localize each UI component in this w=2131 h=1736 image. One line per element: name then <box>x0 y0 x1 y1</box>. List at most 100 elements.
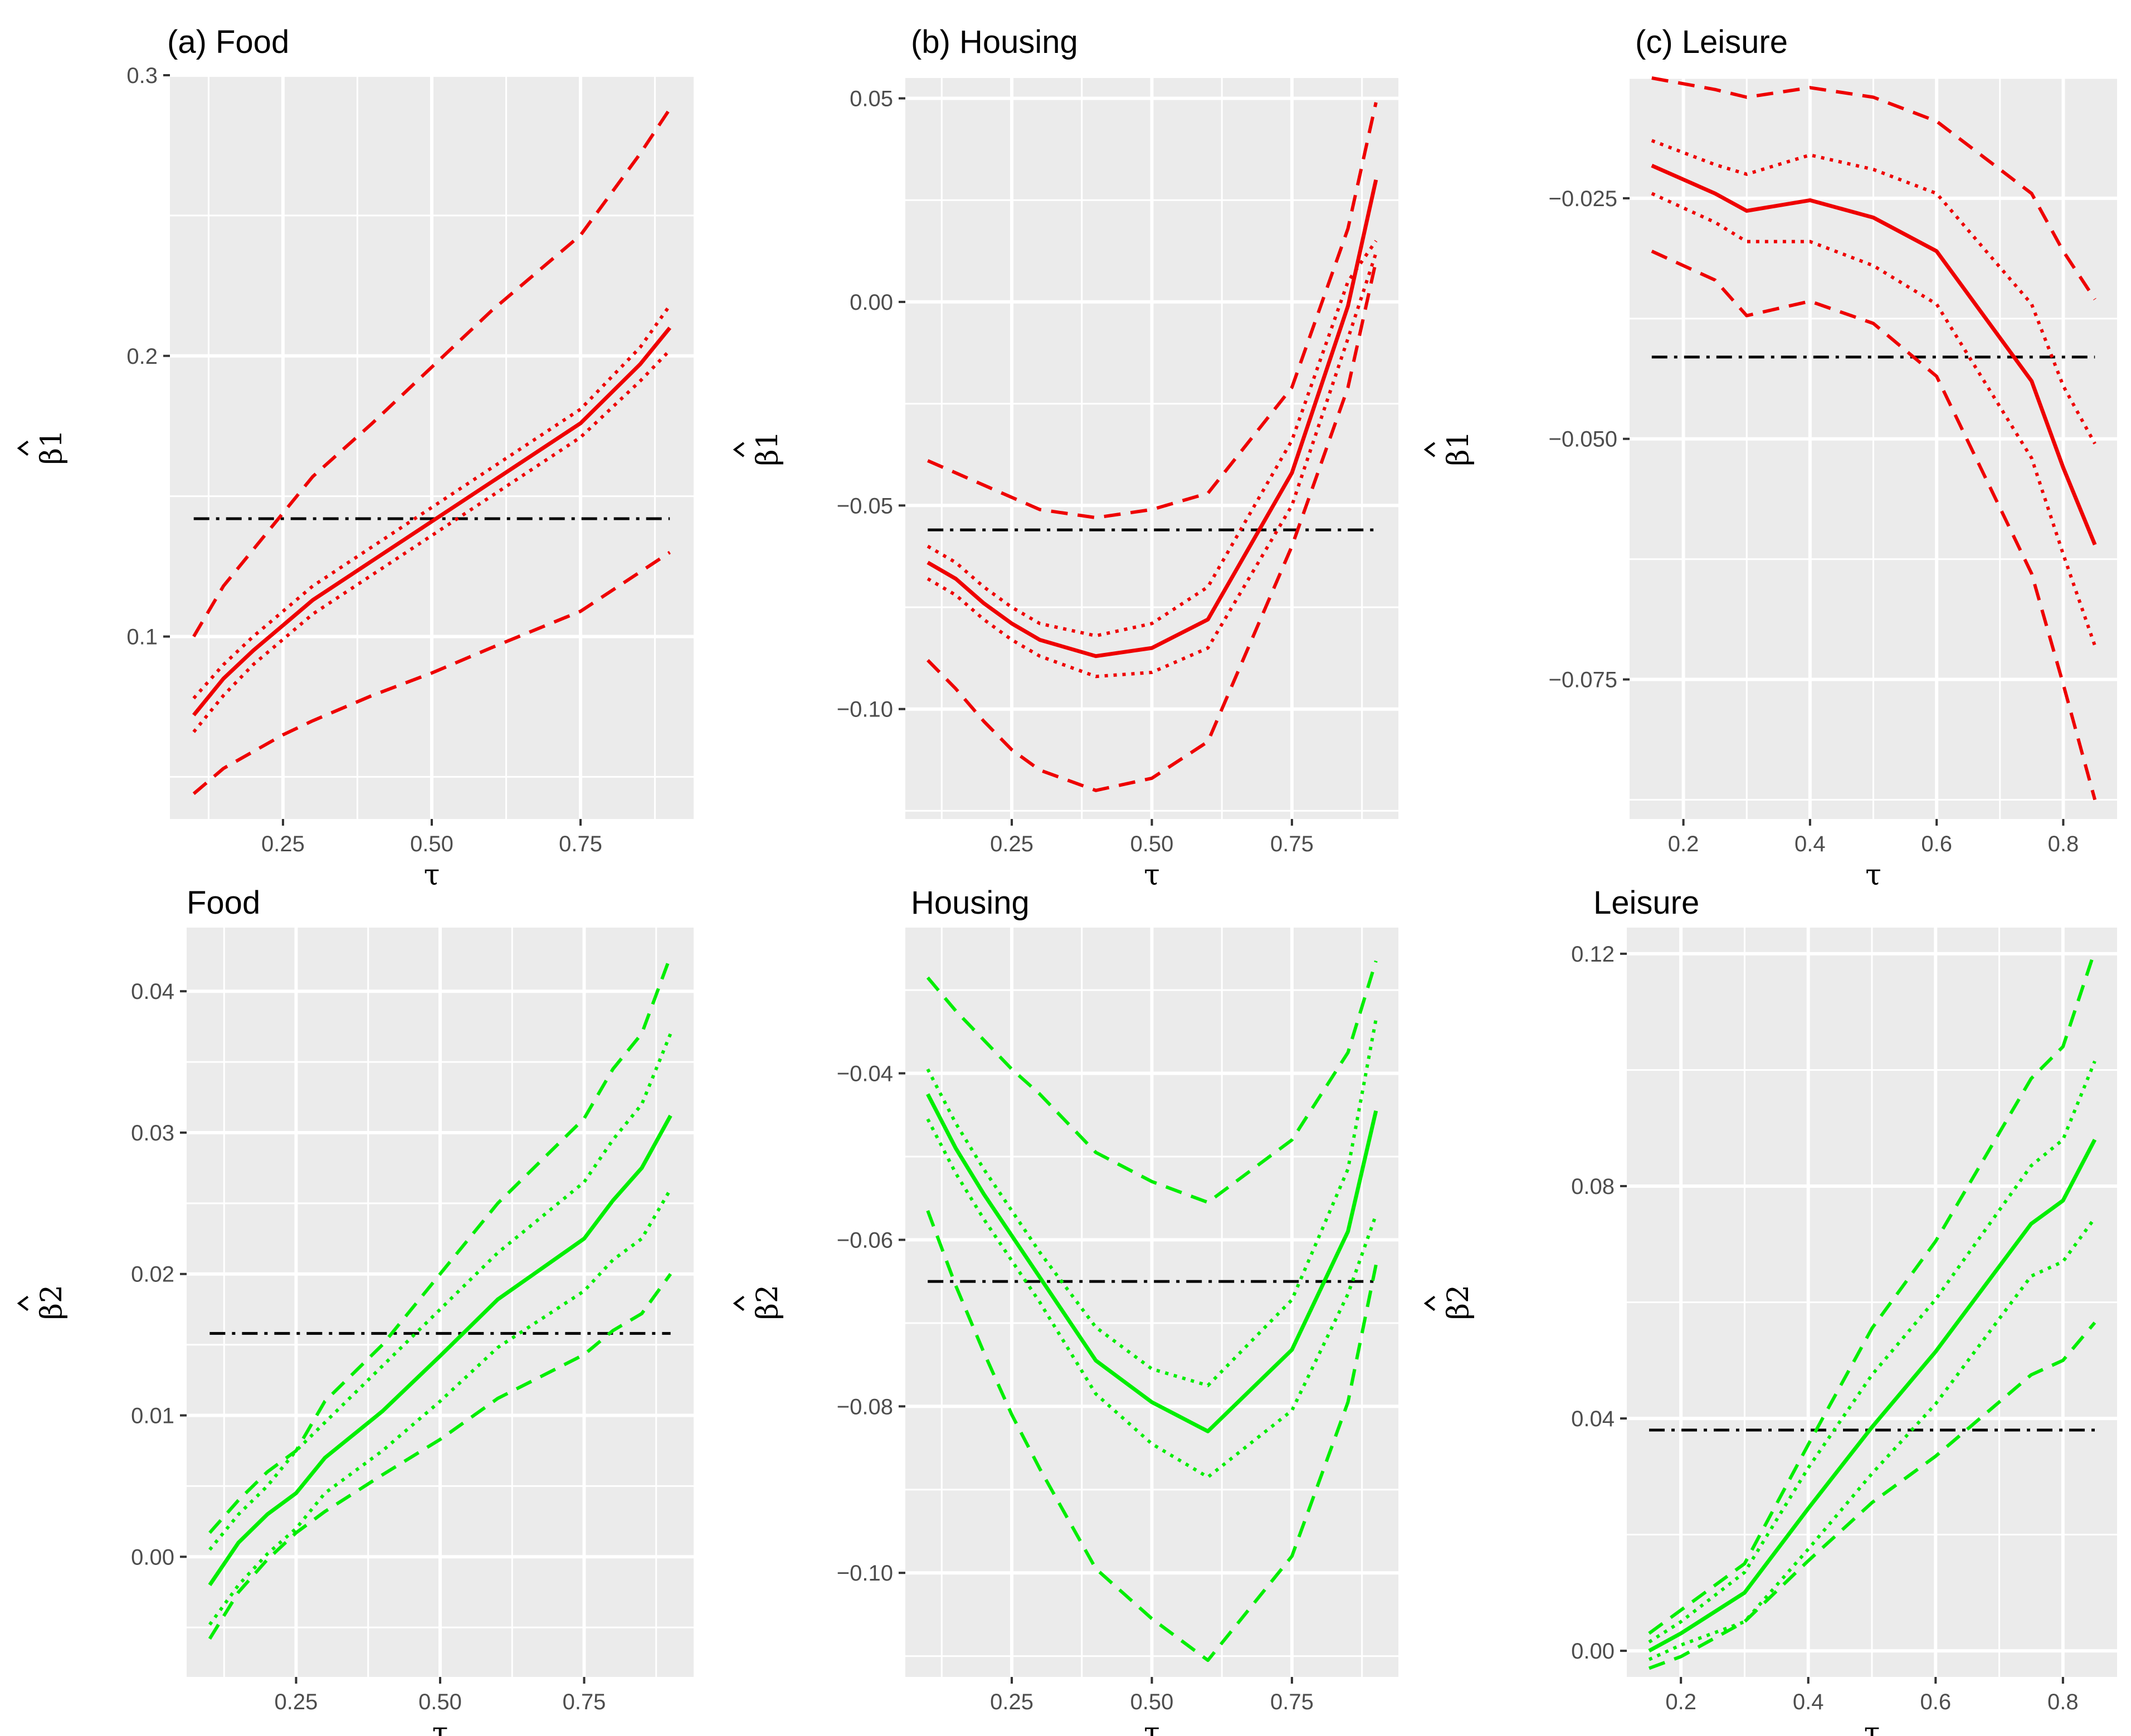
y-tick-label: −0.05 <box>837 494 893 518</box>
y-tick-label: 0.04 <box>1571 1407 1615 1431</box>
series-estimate-line <box>926 179 1378 659</box>
series-upper-68--line <box>1648 1060 2096 1644</box>
hat-accent-icon <box>733 1295 745 1311</box>
x-tick-label: 0.25 <box>261 832 305 856</box>
panel-title: Housing <box>911 885 1030 921</box>
y-axis-label: β2 <box>733 1285 784 1320</box>
x-tick-label: 0.75 <box>559 832 602 856</box>
hat-accent-icon <box>1423 1295 1436 1311</box>
series-upper-95--line <box>1651 76 2096 300</box>
y-tick-label: 0.3 <box>126 64 158 88</box>
series-upper-95--line <box>926 960 1378 1205</box>
panel-title: (b) Housing <box>911 24 1078 60</box>
series-lower-68--line <box>1651 192 2097 647</box>
series-lower-95--line <box>926 1210 1378 1662</box>
y-tick-label: 0.02 <box>131 1262 174 1287</box>
x-tick-label: 0.50 <box>1130 832 1174 856</box>
hat-accent-icon <box>733 442 745 457</box>
x-tick-label: 0.2 <box>1668 832 1699 856</box>
series-lower-95--line <box>926 261 1378 792</box>
hat-accent-icon <box>17 440 29 456</box>
series-lower-68--line <box>208 1188 672 1626</box>
y-axis-label-text: β1 <box>35 430 69 465</box>
panel-title: (a) Food <box>167 24 289 60</box>
x-tick-label: 0.2 <box>1665 1690 1696 1714</box>
y-tick-label: 0.05 <box>850 87 893 111</box>
y-tick-label: 0.03 <box>131 1121 174 1145</box>
x-tick-label: 0.4 <box>1793 1690 1824 1714</box>
panel-6: 0.2 0.4 0.6 0.8 0.00 0.04 0.08 0.12 Leisure τ β2 <box>1423 885 2117 1736</box>
x-tick-label: 0.25 <box>990 1690 1033 1714</box>
y-tick-label: −0.08 <box>837 1394 893 1419</box>
y-tick-label: 0.08 <box>1571 1174 1615 1199</box>
y-tick-label: 0.12 <box>1571 942 1615 967</box>
x-tick-label: 0.50 <box>410 832 453 856</box>
x-axis-label: τ <box>1144 1717 1160 1736</box>
y-tick-label: −0.050 <box>1549 427 1617 452</box>
x-tick-label: 0.6 <box>1920 1690 1951 1714</box>
series-estimate-line <box>1648 1138 2097 1653</box>
hat-accent-icon <box>1423 442 1436 457</box>
x-axis-label: τ <box>1865 859 1881 892</box>
panel-3: 0.2 0.4 0.6 0.8 −0.075 −0.050 −0.025 (c) Leisur… <box>1423 24 2117 892</box>
series-lower-68--line <box>926 1118 1378 1479</box>
y-tick-label: −0.06 <box>837 1228 893 1252</box>
y-tick-label: 0.01 <box>131 1404 174 1428</box>
y-tick-label: −0.025 <box>1549 187 1617 211</box>
series-estimate-line <box>192 326 672 716</box>
panel-title: Leisure <box>1593 885 1699 921</box>
x-tick-label: 0.8 <box>2047 1690 2079 1714</box>
series-estimate-line <box>208 1114 672 1586</box>
series-lower-95--line <box>192 550 671 795</box>
x-axis-label: τ <box>432 1717 448 1736</box>
y-axis-label: β1 <box>733 431 784 466</box>
y-tick-label: 0.2 <box>126 344 158 369</box>
y-tick-label: −0.075 <box>1549 668 1617 693</box>
series-upper-68--line <box>192 304 671 700</box>
y-axis-label: β1 <box>1423 431 1475 466</box>
x-tick-label: 0.50 <box>418 1690 462 1714</box>
x-tick-label: 0.6 <box>1921 832 1952 856</box>
x-tick-label: 0.8 <box>2048 832 2079 856</box>
x-tick-label: 0.75 <box>563 1690 606 1714</box>
panel-4: 0.25 0.50 0.75 0.00 0.01 0.02 0.03 0.04 Food τ β2 <box>17 885 694 1736</box>
x-axis-label: τ <box>424 859 440 892</box>
y-tick-label: 0.00 <box>1571 1639 1615 1664</box>
series-estimate-line <box>1651 163 2097 546</box>
y-axis-label: β2 <box>1423 1285 1475 1320</box>
series-upper-95--line <box>192 108 671 638</box>
x-tick-label: 0.4 <box>1794 832 1826 856</box>
y-axis-label-text: β2 <box>751 1285 784 1320</box>
series-lower-95--line <box>1648 1321 2096 1670</box>
series-upper-95--line <box>1648 950 2096 1635</box>
panel-1: 0.25 0.50 0.75 0.1 0.2 0.3 (a) Food τ β1 <box>17 24 694 892</box>
y-tick-label: 0.00 <box>850 290 893 315</box>
x-tick-label: 0.75 <box>1270 1690 1314 1714</box>
x-tick-label: 0.25 <box>990 832 1033 856</box>
y-tick-label: −0.10 <box>837 698 893 722</box>
y-axis-label-text: β2 <box>1442 1285 1475 1320</box>
series-upper-95--line <box>208 955 672 1534</box>
x-tick-label: 0.25 <box>275 1690 318 1714</box>
y-axis-label: β2 <box>17 1285 69 1320</box>
series-upper-95--line <box>927 102 1378 520</box>
hat-accent-icon <box>17 1295 29 1311</box>
y-tick-label: 0.00 <box>131 1545 174 1569</box>
panel-title: (c) Leisure <box>1635 24 1788 60</box>
series-lower-68--line <box>926 252 1378 679</box>
y-axis-label-text: β1 <box>1442 431 1475 466</box>
x-tick-label: 0.50 <box>1130 1690 1174 1714</box>
x-axis-label: τ <box>1144 859 1160 892</box>
y-tick-label: −0.10 <box>837 1561 893 1586</box>
y-tick-label: 0.04 <box>131 979 174 1004</box>
series-upper-68--line <box>1651 139 2096 445</box>
y-axis-label: β1 <box>17 430 69 465</box>
panel-title: Food <box>187 885 260 921</box>
series-lower-95--line <box>208 1272 672 1640</box>
x-axis-label: τ <box>1864 1717 1880 1736</box>
y-tick-label: 0.1 <box>126 625 158 650</box>
y-tick-label: −0.04 <box>837 1062 893 1086</box>
series-lower-95--line <box>1651 250 2097 801</box>
panel-5: 0.25 0.50 0.75 −0.10 −0.08 −0.06 −0.04 Housing τ… <box>733 885 1398 1736</box>
